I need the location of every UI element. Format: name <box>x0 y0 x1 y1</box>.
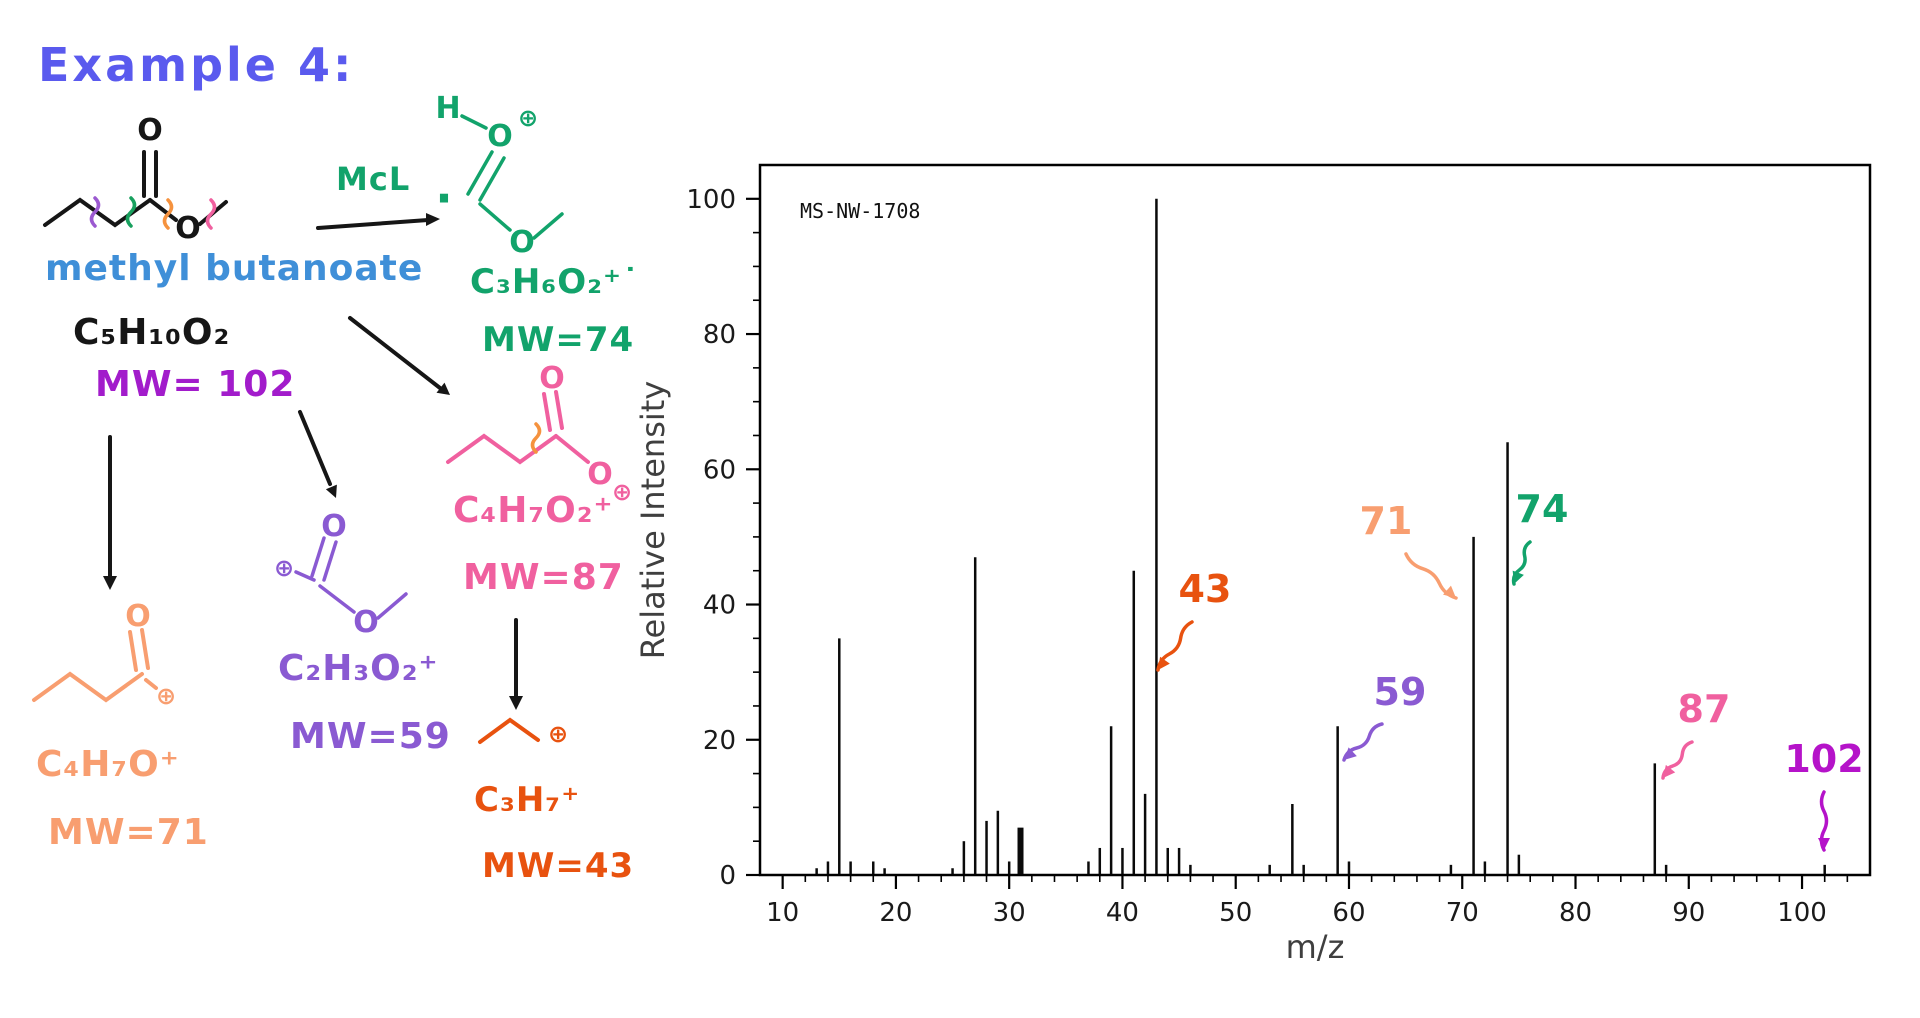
svg-text:20: 20 <box>703 726 736 756</box>
annotation-label-102: 102 <box>1784 737 1863 781</box>
svg-text:40: 40 <box>703 591 736 621</box>
fragment-71-mw: MW=71 <box>48 812 209 853</box>
mclafferty-mw: MW=74 <box>482 320 635 360</box>
svg-text:10: 10 <box>766 898 799 928</box>
molecule-mw: MW= 102 <box>95 364 296 405</box>
squiggle-pink <box>205 198 217 230</box>
svg-text:80: 80 <box>1559 898 1592 928</box>
svg-text:0: 0 <box>719 861 736 891</box>
squiggle-orange <box>162 198 174 230</box>
f71-carbonyl-o: O <box>125 599 151 634</box>
fragment-43-mw: MW=43 <box>482 846 635 886</box>
squiggle-purple <box>89 196 101 228</box>
svg-text:80: 80 <box>703 320 736 350</box>
fragment-87-formula: C₄H₇O₂⁺ <box>453 490 614 531</box>
svg-text:40: 40 <box>1106 898 1139 928</box>
annotation-label-43: 43 <box>1179 567 1232 611</box>
f87-carbonyl-o: O <box>539 361 565 396</box>
svg-text:50: 50 <box>1219 898 1252 928</box>
f43-plus-icon: ⊕ <box>548 720 568 748</box>
squiggle-orange-87 <box>530 422 542 454</box>
fragment-43-structure <box>478 717 540 744</box>
molecule-formula: C₅H₁₀O₂ <box>73 312 231 353</box>
molecule-name: methyl butanoate <box>45 248 424 289</box>
svg-text:60: 60 <box>703 455 736 485</box>
svg-text:100: 100 <box>1777 898 1827 928</box>
svg-text:90: 90 <box>1672 898 1705 928</box>
annotation-label-74: 74 <box>1516 487 1569 531</box>
f87-o-atom: O <box>587 457 613 492</box>
f71-oplus-icon: ⊕ <box>156 682 176 710</box>
fragment-43-formula: C₃H₇⁺ <box>474 780 581 820</box>
fragmentation-marks <box>89 196 217 230</box>
fragmentation-arrows <box>108 316 518 698</box>
fragment-71-structure <box>32 628 158 703</box>
fragment-59-mw: MW=59 <box>290 716 451 757</box>
h-atom: H <box>435 91 460 126</box>
page-title: Example 4: <box>38 38 355 92</box>
y-axis-label: Relative Intensity <box>634 381 672 660</box>
mclafferty-product-structure <box>460 114 564 240</box>
ester-o-atom: O <box>175 211 201 246</box>
f59-carbonyl-o: O <box>321 509 347 544</box>
mass-spectrum-chart: 10 20 30 40 50 60 70 80 90 100 0 20 40 60 80 100 MS-NW-1… <box>634 163 1872 966</box>
annotation-label-59: 59 <box>1374 670 1427 714</box>
mclafferty-label: McL <box>336 160 411 198</box>
mclafferty-arrow <box>316 213 440 230</box>
carbonyl-o-atom: O <box>137 113 163 148</box>
annotation-label-87: 87 <box>1678 687 1731 731</box>
svg-text:100: 100 <box>686 185 736 215</box>
fragment-59-structure <box>294 536 408 620</box>
x-axis-label: m/z <box>1286 928 1345 966</box>
oplus-icon: ⊕ <box>518 104 538 132</box>
arrow-heads <box>103 382 523 710</box>
fragment-87-mw: MW=87 <box>463 557 624 598</box>
svg-text:70: 70 <box>1446 898 1479 928</box>
mclafferty-formula: C₃H₆O₂⁺˙ <box>470 262 640 302</box>
spectrum-id-label: MS-NW-1708 <box>800 199 920 223</box>
svg-text:60: 60 <box>1332 898 1365 928</box>
radical-dot-icon: · <box>435 171 452 225</box>
fragment-87-structure <box>446 390 590 465</box>
enol-o-atom: O <box>487 119 513 154</box>
squiggle-green <box>125 196 137 228</box>
f59-o-atom: O <box>353 605 379 640</box>
svg-text:30: 30 <box>993 898 1026 928</box>
annotation-label-71: 71 <box>1360 499 1413 543</box>
f59-cplus-icon: ⊕ <box>274 554 294 582</box>
fragment-59-formula: C₂H₃O₂⁺ <box>278 648 439 689</box>
enol-ester-o-atom: O <box>509 225 535 260</box>
fragment-71-formula: C₄H₇O⁺ <box>36 744 180 785</box>
f87-oplus-icon: ⊕ <box>612 478 632 506</box>
svg-text:20: 20 <box>879 898 912 928</box>
